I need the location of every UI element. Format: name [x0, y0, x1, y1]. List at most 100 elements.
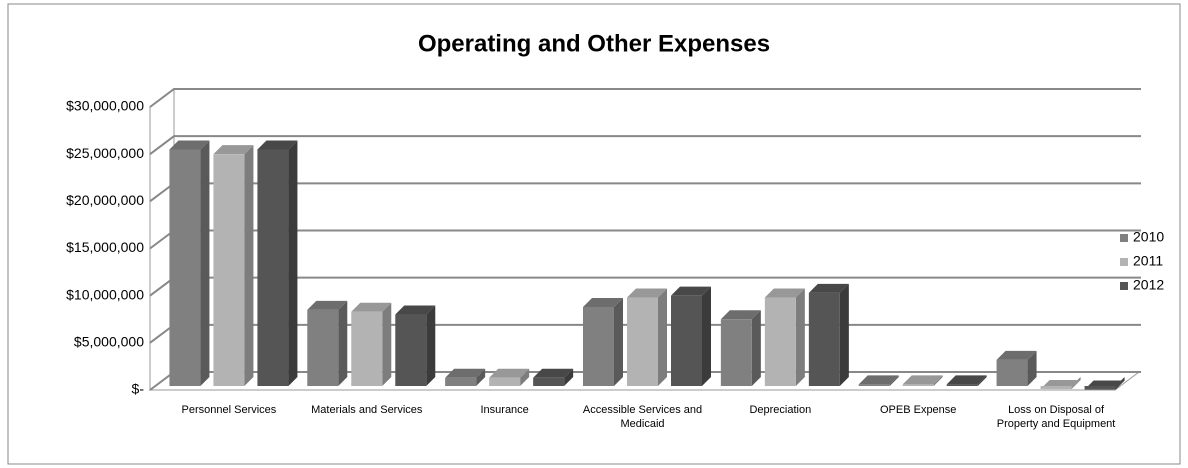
bar-side	[426, 305, 436, 386]
legend-swatch	[1120, 282, 1128, 290]
bar-front	[764, 297, 796, 386]
bar-side	[889, 375, 899, 386]
bar	[445, 368, 486, 386]
bar	[583, 297, 623, 386]
legend-swatch	[1120, 258, 1128, 266]
bar-top	[307, 300, 348, 310]
x-tick-label: OPEB Expense	[879, 404, 957, 416]
bar-front	[257, 149, 289, 386]
bar	[902, 375, 943, 386]
bar-top	[858, 375, 899, 385]
bar-side	[977, 375, 987, 386]
bar	[671, 286, 711, 386]
bar-front	[169, 149, 201, 386]
bar-side	[1027, 350, 1037, 386]
bar-side	[338, 300, 348, 386]
bar-top	[213, 145, 254, 155]
grid-line	[149, 135, 1141, 155]
bar-top	[946, 375, 987, 385]
y-tick-label: $15,000,000	[66, 239, 144, 255]
legend-label: 2012	[1133, 277, 1164, 293]
bar-side	[751, 310, 761, 386]
x-tick-label: Accessible Services and Medicaid	[582, 404, 703, 430]
x-tick-label: Insurance	[480, 404, 529, 416]
chart-title: Operating and Other Expenses	[418, 30, 770, 57]
bar-top	[533, 368, 574, 378]
bar	[627, 288, 667, 386]
bar-side	[614, 297, 623, 386]
bar-front	[395, 314, 427, 386]
bar-side	[702, 286, 711, 386]
bar-top	[395, 305, 436, 315]
bar-top	[764, 288, 805, 298]
bar	[720, 310, 761, 386]
bar	[395, 305, 436, 386]
bar-front	[583, 306, 614, 386]
x-tick-label: Personnel Services	[181, 404, 277, 416]
bar-top	[902, 375, 943, 385]
bar-front	[946, 384, 978, 386]
bar-top	[627, 288, 667, 298]
bar-front	[307, 309, 339, 386]
bar-side	[244, 145, 254, 386]
y-tick-label: $20,000,000	[66, 192, 144, 208]
y-tick-label: $25,000,000	[66, 145, 144, 161]
grid-line	[149, 88, 1141, 108]
bar	[858, 375, 899, 386]
y-tick-label: $10,000,000	[66, 286, 144, 302]
bar-top	[445, 368, 486, 378]
bar-front	[858, 384, 890, 386]
legend-swatch	[1120, 234, 1128, 242]
bar-front	[445, 377, 477, 386]
bar-side	[288, 140, 298, 386]
bar-side	[200, 140, 210, 386]
bar	[808, 283, 849, 386]
bar	[257, 140, 298, 386]
bar	[489, 368, 530, 386]
bar-top	[489, 368, 530, 378]
legend-label: 2010	[1133, 229, 1164, 245]
bar-front	[351, 311, 383, 386]
bar	[946, 375, 987, 386]
bar-top	[720, 310, 761, 320]
x-tick-label: Loss on Disposal of Property and Equipme…	[996, 404, 1116, 430]
x-tick-label: Depreciation	[749, 404, 812, 416]
bar-side	[933, 375, 943, 386]
bar-front	[671, 295, 702, 386]
x-tick-label: Materials and Services	[311, 404, 423, 416]
legend-label: 2011	[1133, 253, 1163, 269]
bar-front	[489, 377, 521, 386]
bar	[307, 300, 348, 386]
bar-front	[996, 359, 1028, 386]
bar-top	[257, 140, 298, 150]
bar-front	[1040, 386, 1072, 390]
bar-front	[213, 154, 245, 386]
bar-side	[564, 368, 574, 386]
bar-front	[902, 384, 934, 386]
bar	[1040, 377, 1081, 390]
bar-side	[382, 302, 392, 386]
bar-front	[1084, 386, 1116, 390]
bar-side	[795, 288, 805, 386]
bar	[351, 302, 392, 386]
bar-top	[351, 302, 392, 312]
bar-side	[658, 288, 667, 386]
bar-top	[996, 350, 1037, 360]
y-tick-label: $5,000,000	[74, 334, 144, 350]
bar	[764, 288, 805, 386]
bar-top	[583, 297, 623, 307]
y-tick-label: $30,000,000	[66, 98, 144, 114]
bar-front	[627, 297, 658, 386]
bar-front	[533, 377, 565, 386]
bar-top	[169, 140, 210, 150]
bar-side	[839, 283, 849, 386]
bar	[533, 368, 574, 386]
bar-side	[520, 368, 530, 386]
bar-front	[720, 319, 752, 386]
bar-top	[671, 286, 711, 296]
bar	[169, 140, 210, 386]
bar	[213, 145, 254, 386]
y-tick-label: $-	[132, 381, 145, 397]
